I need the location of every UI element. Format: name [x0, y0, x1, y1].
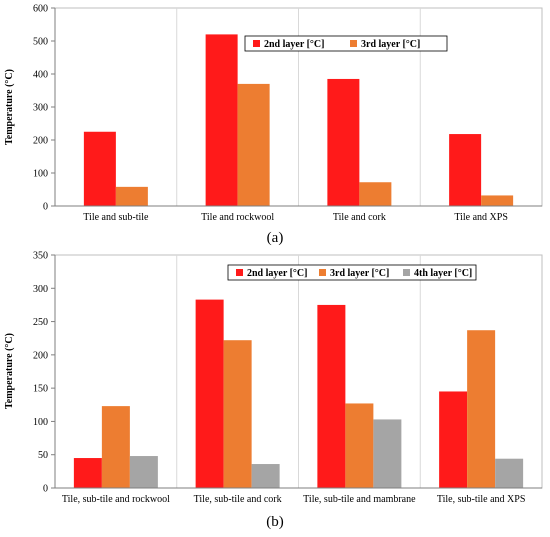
- legend: 2nd layer [°C] 3rd layer [°C]: [244, 35, 448, 52]
- bar-2nd-layer: [83, 131, 116, 206]
- bar-3rd-layer: [223, 340, 252, 488]
- y-tick-label: 50: [38, 450, 48, 461]
- x-tick-label: Tile and rockwool: [201, 212, 274, 223]
- y-tick-label: 0: [43, 202, 48, 213]
- y-tick-label: 100: [33, 169, 48, 180]
- x-tick-label: Tile, sub-tile and mambrane: [303, 494, 416, 505]
- y-tick-label: 0: [43, 484, 48, 495]
- bar-3rd-layer: [345, 403, 374, 488]
- y-tick-label: 150: [33, 384, 48, 395]
- y-tick-label: 300: [33, 103, 48, 114]
- legend-swatch: [350, 40, 357, 47]
- y-tick-label: 250: [33, 317, 48, 328]
- legend-label: 2nd layer [°C]: [247, 268, 307, 279]
- legend-label: 3rd layer [°C]: [361, 39, 420, 50]
- bar-2nd-layer: [449, 134, 482, 206]
- legend-label: 2nd layer [°C]: [264, 39, 324, 50]
- legend-swatch: [253, 40, 260, 47]
- bar-3rd-layer: [359, 182, 392, 206]
- bar-4th-layer: [251, 464, 280, 488]
- bar-3rd-layer: [237, 83, 270, 206]
- y-tick-label: 350: [33, 251, 48, 262]
- y-axis-title: Temperature (°C): [4, 69, 15, 145]
- legend-swatch: [403, 269, 410, 276]
- y-tick-label: 200: [33, 136, 48, 147]
- y-tick-label: 600: [33, 4, 48, 15]
- x-tick-label: Tile and sub-tile: [83, 212, 149, 223]
- panel-label: (b): [266, 514, 284, 530]
- x-tick-label: Tile, sub-tile and cork: [194, 494, 282, 505]
- legend-box: [244, 35, 448, 52]
- x-tick-label: Tile, sub-tile and rockwool: [62, 494, 170, 505]
- panel-label: (a): [267, 230, 284, 246]
- bar-2nd-layer: [327, 78, 360, 206]
- bar-2nd-layer: [73, 458, 102, 488]
- bar-4th-layer: [373, 419, 402, 488]
- x-tick-label: Tile and XPS: [454, 212, 508, 223]
- bar-3rd-layer: [467, 330, 496, 488]
- bar-4th-layer: [495, 458, 524, 488]
- bar-2nd-layer: [205, 34, 238, 207]
- y-tick-label: 200: [33, 350, 48, 361]
- legend-swatch: [236, 269, 243, 276]
- bar-4th-layer: [129, 456, 158, 488]
- y-axis-title: Temperature (°C): [4, 333, 15, 409]
- bar-3rd-layer: [481, 195, 514, 206]
- legend-label: 4th layer [°C]: [414, 268, 472, 279]
- bar-2nd-layer: [317, 304, 346, 488]
- y-tick-label: 400: [33, 70, 48, 81]
- bar-2nd-layer: [195, 299, 224, 488]
- y-tick-label: 100: [33, 417, 48, 428]
- x-tick-label: Tile, sub-tile and XPS: [437, 494, 526, 505]
- legend-label: 3rd layer [°C]: [330, 268, 389, 279]
- y-tick-label: 300: [33, 284, 48, 295]
- chart-panel-b: 0 50 100 150 200 250 300 350 Temperature (°C) Til…: [4, 251, 543, 530]
- bar-3rd-layer: [115, 186, 148, 206]
- legend-swatch: [319, 269, 326, 276]
- chart-panel-a: 0 100 200 300 400 500 600 Temperature (°C) Tile …: [4, 4, 543, 246]
- y-tick-label: 500: [33, 37, 48, 48]
- bar-2nd-layer: [439, 391, 468, 488]
- bar-3rd-layer: [101, 406, 130, 488]
- legend: 2nd layer [°C] 3rd layer [°C] 4th layer [°…: [227, 264, 477, 281]
- x-tick-label: Tile and cork: [333, 212, 386, 223]
- legend-box: [227, 264, 477, 281]
